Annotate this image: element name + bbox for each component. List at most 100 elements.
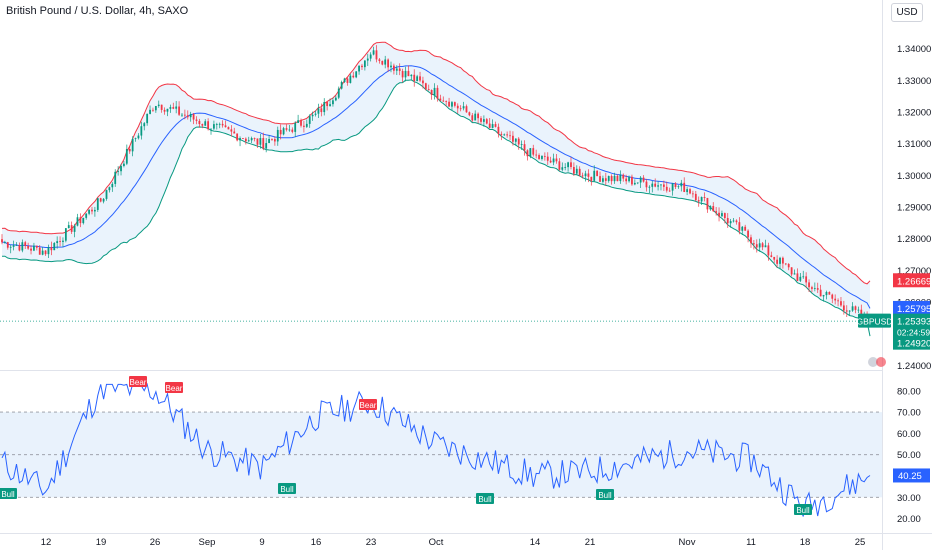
candle-body <box>401 71 404 78</box>
candle-body <box>726 218 729 224</box>
candle-body <box>564 167 567 168</box>
candle-body <box>422 80 424 84</box>
bollinger-upper-line <box>1 41 871 285</box>
candle-body <box>857 309 860 311</box>
candle-body <box>419 76 421 81</box>
candle-body <box>541 155 543 159</box>
flag-icon <box>876 357 886 367</box>
candle-body <box>239 138 241 141</box>
candle-body <box>619 174 622 182</box>
time-tick-label: Sep <box>199 537 216 548</box>
candle-body <box>500 133 503 135</box>
candle-body <box>834 298 837 301</box>
candle-body <box>639 177 642 183</box>
pivot-tag-label: Bull <box>796 506 810 515</box>
candle-body <box>433 87 436 95</box>
price-tag <box>893 300 930 315</box>
candle-body <box>82 217 85 224</box>
candle-body <box>738 222 741 231</box>
candle-body <box>230 129 233 132</box>
candle-body <box>390 65 392 68</box>
candle-body <box>288 129 291 131</box>
candle-body <box>700 197 703 202</box>
price-tick-label: 1.30000 <box>897 171 931 182</box>
candle-body <box>163 109 166 112</box>
candle-body <box>244 138 247 142</box>
candle-body <box>215 124 218 125</box>
candle-body <box>793 273 796 275</box>
currency-button[interactable]: USD <box>891 3 923 22</box>
candle-body <box>692 193 694 195</box>
candle-body <box>613 175 616 182</box>
rsi-tick-label: 60.00 <box>897 429 921 440</box>
candle-body <box>294 122 297 132</box>
candle-body <box>462 106 465 109</box>
candle-body <box>471 115 474 121</box>
bollinger-band-fill <box>2 42 870 337</box>
candle-body <box>201 124 204 126</box>
time-tick-label: 14 <box>530 537 541 548</box>
candle-body <box>491 124 494 128</box>
candle-body <box>482 119 485 122</box>
candle-body <box>44 250 47 255</box>
candle-body <box>770 255 773 257</box>
pivot-tag-label: Bull <box>1 490 15 499</box>
candle-body <box>459 108 462 110</box>
candle-body <box>363 60 366 68</box>
candle-body <box>210 128 212 130</box>
candle-body <box>787 263 790 268</box>
candle-body <box>453 102 456 106</box>
candle-body <box>192 114 195 120</box>
price-tick-label: 1.28000 <box>897 234 931 245</box>
candle-body <box>250 138 253 141</box>
candle-body <box>694 193 697 201</box>
candle-body <box>265 143 268 149</box>
candle-body <box>282 128 285 135</box>
candle-body <box>808 282 810 288</box>
time-tick-label: 9 <box>259 537 264 548</box>
candle-body <box>709 206 712 210</box>
candle-body <box>355 71 358 78</box>
candle-body <box>584 173 587 177</box>
pivot-tag <box>596 489 614 500</box>
rsi-tick-label: 70.00 <box>897 408 921 419</box>
candle-body <box>70 225 73 232</box>
candle-body <box>767 245 770 256</box>
chart-title: British Pound / U.S. Dollar, 4h, SAXO <box>6 5 189 17</box>
candle-body <box>99 198 102 202</box>
candle-body <box>552 158 555 163</box>
price-tick-label: 1.31000 <box>897 139 931 150</box>
candle-body <box>372 50 375 55</box>
candle-body <box>465 106 468 113</box>
candle-body <box>657 185 659 187</box>
candle-body <box>143 123 146 127</box>
candle-body <box>41 250 44 255</box>
pivot-tag-label: Bull <box>598 491 612 500</box>
candle-body <box>662 184 665 187</box>
price-tick-label: 1.32000 <box>897 108 931 119</box>
candle-body <box>750 237 752 244</box>
candle-body <box>741 226 744 231</box>
candle-body <box>572 167 575 174</box>
candle-body <box>796 273 799 281</box>
candle-body <box>819 289 822 297</box>
rsi-tick-label: 80.00 <box>897 386 921 397</box>
candle-body <box>398 68 401 72</box>
candle-body <box>706 197 709 210</box>
candle-body <box>137 135 140 139</box>
candle-body <box>654 183 657 187</box>
time-tick-label: 23 <box>366 537 377 548</box>
pivot-tag-label: Bear <box>166 384 183 393</box>
candle-body <box>758 243 761 248</box>
candle-body <box>9 246 12 248</box>
candle-body <box>723 213 726 219</box>
candle-body <box>381 60 384 65</box>
candle-body <box>474 113 477 121</box>
time-tick-label: Oct <box>429 537 444 548</box>
candle-body <box>587 173 590 177</box>
candle-body <box>642 177 645 182</box>
candle-body <box>712 206 715 212</box>
candle-body <box>120 165 122 172</box>
candle-body <box>38 247 41 255</box>
